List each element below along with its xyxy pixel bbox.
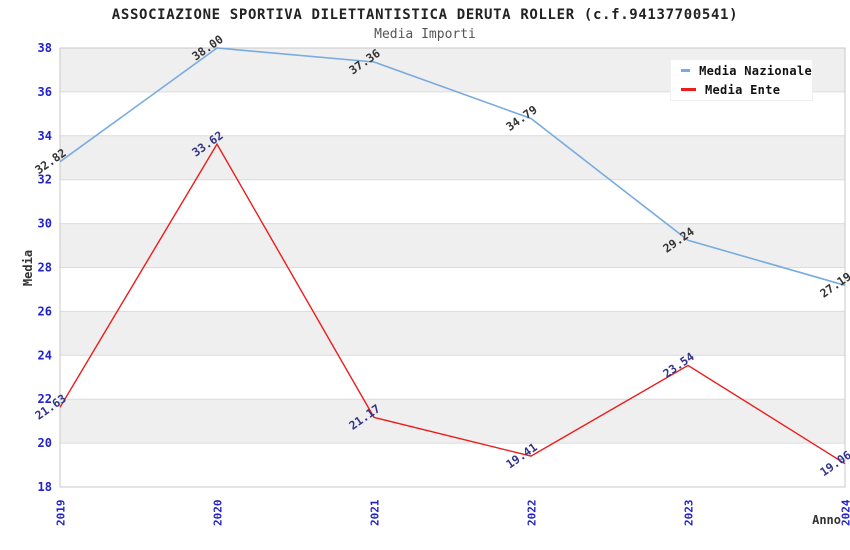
plot-band [60, 135, 845, 180]
series-line-media-nazionale [59, 47, 846, 287]
y-tick-label: 22 [38, 392, 52, 406]
x-tick-label: 2022 [526, 500, 539, 527]
legend-item-media-ente: Media Ente [681, 83, 812, 97]
plot-border [59, 47, 846, 488]
data-label: 34.79 [503, 102, 539, 133]
series-line-media-ente [59, 142, 846, 465]
x-tick-label: 2021 [369, 499, 382, 526]
x-tick-label: 2019 [55, 500, 68, 527]
y-tick-label: 32 [38, 173, 52, 187]
data-label: 19.41 [503, 440, 539, 471]
legend: Media Nazionale Media Ente [670, 59, 813, 101]
x-tick-label: 2023 [683, 500, 696, 527]
y-tick-label: 34 [38, 129, 52, 143]
x-tick-label: 2020 [212, 500, 225, 527]
legend-marker-nazionale-icon [681, 69, 691, 72]
plot-band [60, 223, 845, 268]
legend-item-media-nazionale: Media Nazionale [681, 64, 812, 78]
legend-label-nazionale: Media Nazionale [699, 63, 812, 78]
plot-band [60, 311, 845, 356]
y-tick-label: 38 [38, 41, 52, 55]
legend-marker-ente-icon [681, 88, 696, 91]
x-axis-title: Anno [812, 513, 841, 527]
y-tick-label: 30 [38, 217, 52, 231]
y-tick-label: 24 [38, 348, 52, 362]
y-tick-label: 36 [38, 85, 52, 99]
y-tick-label: 26 [38, 304, 52, 318]
y-tick-label: 18 [38, 480, 52, 494]
y-tick-label: 28 [38, 261, 52, 275]
y-tick-label: 20 [38, 436, 52, 450]
legend-label-ente: Media Ente [705, 82, 781, 97]
chart-subtitle: Media Importi [374, 27, 476, 42]
chart-title: ASSOCIAZIONE SPORTIVA DILETTANTISTICA DE… [111, 7, 739, 23]
plot-band [60, 399, 845, 444]
x-tick-label: 2024 [840, 499, 850, 526]
y-axis-title: Media [21, 249, 35, 287]
